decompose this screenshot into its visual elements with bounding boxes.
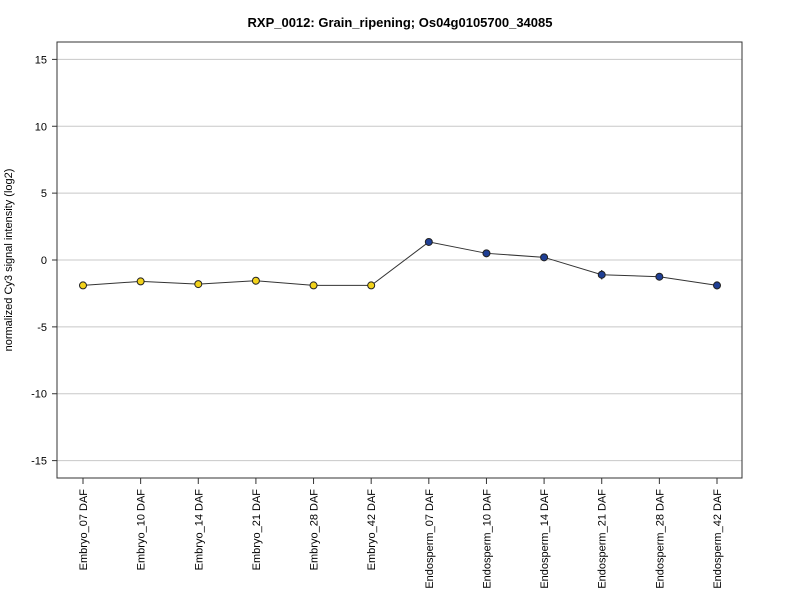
x-tick-label: Embryo_14 DAF	[193, 489, 205, 571]
y-tick-label: 0	[41, 255, 47, 267]
y-tick-label: -5	[37, 322, 47, 334]
series-line	[82, 241, 718, 286]
x-tick-label: Embryo_21 DAF	[251, 489, 263, 571]
x-tick-label: Endosperm_10 DAF	[481, 489, 493, 589]
x-tick-label: Embryo_10 DAF	[136, 489, 148, 571]
data-point	[655, 272, 664, 281]
y-tick-label: 15	[35, 54, 47, 66]
x-tick-label: Endosperm_28 DAF	[654, 489, 666, 589]
gridlines	[57, 58, 742, 462]
data-point	[482, 249, 491, 258]
series-layer	[79, 237, 721, 290]
x-tick-label: Embryo_28 DAF	[309, 489, 321, 571]
data-point	[194, 280, 203, 289]
x-axis: Embryo_07 DAF Embryo_10 DAF Embryo_14 DAF E…	[78, 478, 724, 589]
y-tick-label: -15	[31, 456, 47, 468]
data-point	[309, 281, 318, 290]
x-tick-label: Embryo_42 DAF	[366, 489, 378, 571]
data-point	[136, 277, 145, 286]
chart-title: RXP_0012: Grain_ripening; Os04g0105700_3…	[248, 15, 553, 30]
x-tick-label: Endosperm_07 DAF	[424, 489, 436, 589]
x-tick-label: Endosperm_21 DAF	[597, 489, 609, 589]
data-point	[251, 276, 260, 285]
y-tick-label: 10	[35, 121, 47, 133]
data-point	[424, 237, 433, 246]
x-tick-label: Embryo_07 DAF	[78, 489, 90, 571]
y-tick-label: 5	[41, 188, 47, 200]
data-point	[540, 253, 549, 262]
y-axis: -15 -10 -5 0 5 10 15	[31, 54, 57, 468]
y-tick-label: -10	[31, 389, 47, 401]
data-point	[597, 270, 606, 279]
x-tick-label: Endosperm_42 DAF	[712, 489, 724, 589]
x-tick-label: Endosperm_14 DAF	[539, 489, 551, 589]
data-point	[367, 281, 376, 290]
y-axis-title: normalized Cy3 signal intensity (log2)	[3, 169, 15, 352]
data-point	[79, 281, 87, 290]
data-point	[713, 281, 721, 290]
